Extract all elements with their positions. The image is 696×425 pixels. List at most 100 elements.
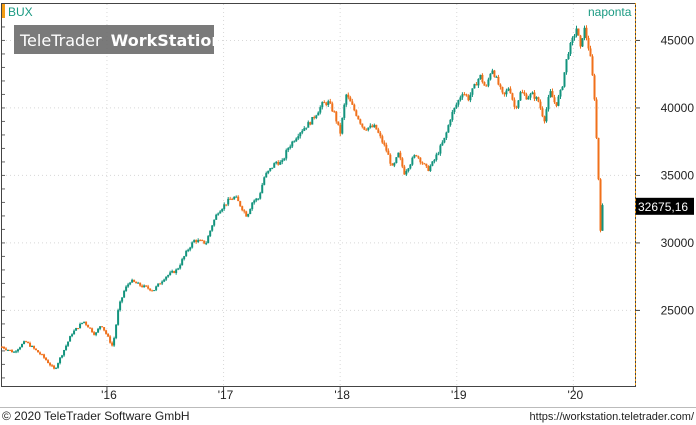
- candle-up: [315, 115, 318, 118]
- candle-down: [111, 342, 114, 346]
- candle-down: [323, 102, 326, 104]
- candle-up: [175, 269, 178, 274]
- y-tick-label: 30000: [661, 236, 695, 250]
- candle-up: [187, 249, 190, 252]
- y-tick-label: 35000: [661, 168, 695, 182]
- candle-up: [409, 164, 412, 169]
- candle-down: [103, 327, 106, 331]
- candle-down: [513, 99, 516, 107]
- candle-up: [177, 268, 180, 270]
- candle-up: [307, 122, 310, 128]
- candle-down: [553, 97, 556, 103]
- candle-up: [581, 38, 584, 47]
- interval-label: naponta: [588, 5, 632, 19]
- candle-down: [147, 286, 150, 289]
- candle-down: [375, 124, 378, 130]
- symbol-label: BUX: [8, 5, 33, 19]
- candle-up: [549, 91, 552, 98]
- candle-up: [163, 279, 166, 282]
- candle-down: [51, 365, 54, 367]
- footer-copyright: © 2020 TeleTrader Software GmbH: [2, 409, 190, 423]
- candle-up: [197, 240, 200, 243]
- candle-up: [283, 158, 286, 161]
- candle-down: [423, 163, 426, 165]
- candle-down: [503, 92, 506, 95]
- candle-down: [499, 84, 502, 87]
- candle-down: [49, 363, 52, 366]
- candle-up: [123, 290, 126, 298]
- candle-down: [241, 206, 244, 211]
- candle-up: [367, 127, 370, 130]
- candle-up: [223, 204, 226, 209]
- candle-down: [591, 56, 594, 76]
- grid-lines: [2, 4, 634, 386]
- candle-up: [575, 28, 578, 36]
- candle-down: [135, 281, 138, 284]
- candle-up: [251, 202, 254, 210]
- candle-down: [463, 94, 466, 96]
- symbol-marker: [2, 4, 5, 18]
- candle-up: [529, 94, 532, 98]
- candle-down: [29, 342, 32, 347]
- candle-down: [365, 129, 368, 131]
- candle-up: [447, 125, 450, 133]
- candle-up: [413, 155, 416, 158]
- candle-up: [69, 336, 72, 342]
- candle-down: [41, 354, 44, 356]
- candle-up: [507, 88, 510, 91]
- candle-down: [385, 144, 388, 151]
- candle-up: [81, 322, 84, 324]
- candle-up: [275, 161, 278, 164]
- candle-down: [195, 240, 198, 243]
- candle-down: [483, 82, 486, 86]
- candle-up: [207, 236, 210, 244]
- candle-up: [129, 282, 132, 285]
- candle-down: [109, 336, 112, 343]
- candle-down: [145, 285, 148, 287]
- y-tick-label: 40000: [661, 101, 695, 115]
- candle-down: [237, 196, 240, 202]
- candle-up: [531, 92, 534, 95]
- candle-down: [485, 85, 488, 87]
- candle-down: [77, 328, 80, 330]
- candle-down: [425, 163, 428, 167]
- candle-up: [491, 70, 494, 74]
- candle-up: [127, 284, 130, 287]
- candle-down: [511, 93, 514, 100]
- candle-up: [121, 297, 124, 302]
- candle-up: [233, 196, 236, 200]
- candle-down: [141, 285, 144, 288]
- candle-up: [281, 160, 284, 162]
- candle-up: [55, 367, 58, 369]
- candle-down: [87, 324, 90, 328]
- candle-up: [181, 259, 184, 266]
- candle-down: [333, 111, 336, 113]
- candle-up: [373, 124, 376, 128]
- candle-down: [85, 321, 88, 325]
- candle-up: [489, 73, 492, 80]
- candle-down: [543, 116, 546, 122]
- candle-up: [125, 286, 128, 291]
- candle-down: [89, 327, 92, 329]
- candle-down: [355, 110, 358, 116]
- candle-up: [305, 127, 308, 129]
- candle-up: [95, 332, 98, 335]
- candle-up: [255, 198, 258, 201]
- candle-up: [295, 138, 298, 142]
- candle-down: [133, 279, 136, 282]
- candle-down: [533, 92, 536, 99]
- candle-up: [437, 153, 440, 155]
- candle-up: [393, 162, 396, 166]
- candle-down: [379, 132, 382, 137]
- candle-up: [263, 177, 266, 185]
- candle-down: [383, 142, 386, 145]
- candle-down: [199, 240, 202, 242]
- candle-down: [325, 102, 328, 105]
- candle-up: [115, 324, 118, 339]
- candle-down: [589, 48, 592, 57]
- candle-up: [191, 242, 194, 248]
- candle-up: [345, 94, 348, 105]
- candle-up: [269, 168, 272, 171]
- candle-down: [25, 341, 28, 343]
- candle-down: [525, 94, 528, 100]
